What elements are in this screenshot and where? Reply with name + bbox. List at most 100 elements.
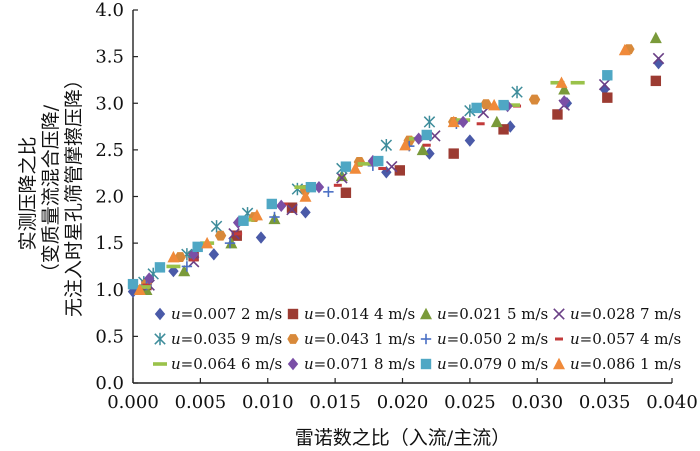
legend-marker xyxy=(287,308,299,320)
data-point xyxy=(286,203,298,216)
data-point xyxy=(498,124,509,135)
data-point xyxy=(558,83,571,95)
series-3 xyxy=(140,31,662,295)
data-point xyxy=(201,236,214,249)
y-axis-label-line: 无注入时星孔筛管摩擦压降） xyxy=(63,70,85,317)
data-point xyxy=(323,186,334,198)
data-point xyxy=(550,80,565,85)
data-point xyxy=(652,52,665,65)
data-point xyxy=(618,43,631,56)
series-7 xyxy=(141,100,513,291)
data-point xyxy=(266,198,277,210)
y-tick-label: 2.0 xyxy=(95,187,124,208)
legend-item: u=0.014 4 m/s xyxy=(287,305,415,323)
data-point xyxy=(457,115,469,129)
series-11 xyxy=(127,70,613,290)
data-point xyxy=(528,94,541,105)
series-8 xyxy=(142,104,522,287)
data-point xyxy=(228,228,240,240)
data-point xyxy=(552,109,563,120)
legend-marker xyxy=(553,357,565,370)
data-point xyxy=(424,147,435,160)
data-point xyxy=(305,181,317,193)
y-tick-label: 1.5 xyxy=(95,233,124,254)
y-tick-label: 4.0 xyxy=(95,0,124,21)
data-point xyxy=(269,211,280,223)
data-point xyxy=(255,231,267,244)
x-tick-label: 0.015 xyxy=(309,392,361,413)
data-point xyxy=(602,70,613,81)
legend-label: u=0.035 9 m/s xyxy=(171,330,282,348)
data-point xyxy=(340,161,352,172)
legend-item: u=0.086 1 m/s xyxy=(553,355,681,373)
data-point xyxy=(234,232,243,236)
data-point xyxy=(127,278,139,290)
data-point xyxy=(421,129,432,141)
data-point xyxy=(385,160,398,173)
legend-marker xyxy=(287,357,299,371)
legend-label: u=0.028 7 m/s xyxy=(570,305,681,323)
x-tick-label: 0.030 xyxy=(511,392,563,413)
data-point xyxy=(133,283,146,295)
legend-marker xyxy=(553,308,565,320)
legend-item: u=0.021 5 m/s xyxy=(420,305,548,323)
data-point xyxy=(471,102,482,114)
legend-marker xyxy=(153,362,167,366)
x-tick-label: 0.005 xyxy=(175,392,227,413)
series-1 xyxy=(127,56,664,298)
data-point xyxy=(313,180,325,194)
data-point xyxy=(357,162,372,166)
data-point xyxy=(378,167,387,171)
data-point xyxy=(299,190,312,202)
data-point xyxy=(464,134,476,147)
data-point xyxy=(294,185,309,189)
ticks: 0.000 0.005 0.010 0.015 0.020 0.025 0.030 0.035… xyxy=(95,0,697,413)
data-point xyxy=(511,85,523,99)
y-tick-label: 0.0 xyxy=(95,373,124,394)
legend-marker xyxy=(154,307,166,321)
data-point xyxy=(349,162,362,174)
x-tick-label: 0.000 xyxy=(107,392,159,413)
data-point xyxy=(286,202,298,213)
legend-item: u=0.071 8 m/s xyxy=(287,355,415,373)
legend-marker xyxy=(555,337,563,341)
data-point xyxy=(559,95,570,108)
series-10 xyxy=(143,95,570,285)
data-point xyxy=(166,264,181,269)
data-point xyxy=(181,261,193,272)
y-tick-label: 1.0 xyxy=(95,280,124,301)
x-tick-label: 0.010 xyxy=(242,392,294,413)
y-axis-label: 实测压降之比 （变质量流混合压降/无注入时星孔筛管摩擦压降） xyxy=(17,70,85,317)
data-point xyxy=(214,230,227,241)
series-12 xyxy=(133,43,631,295)
data-point xyxy=(413,132,424,145)
data-point xyxy=(250,208,263,221)
data-point xyxy=(224,237,236,249)
data-point xyxy=(448,148,459,159)
data-point xyxy=(416,143,429,156)
data-point xyxy=(422,143,431,147)
data-point xyxy=(399,139,412,151)
y-tick-label: 3.0 xyxy=(95,93,124,114)
legend-item: u=0.050 2 m/s xyxy=(420,330,548,348)
x-tick-label: 0.025 xyxy=(444,392,496,413)
series-9 xyxy=(136,80,585,289)
legend-marker xyxy=(287,334,299,344)
data-point xyxy=(570,80,585,85)
legend-marker xyxy=(420,358,432,370)
data-point xyxy=(276,199,287,213)
data-point xyxy=(649,31,662,44)
x-axis-label: 雷诺数之比（入流/主流） xyxy=(295,427,510,449)
data-point xyxy=(394,165,406,176)
x-tick-label: 0.035 xyxy=(579,392,631,413)
y-tick-label: 2.5 xyxy=(95,140,124,161)
data-point xyxy=(498,99,509,111)
data-point xyxy=(336,172,348,184)
data-point xyxy=(210,220,223,233)
data-point xyxy=(380,139,393,152)
series-2 xyxy=(141,75,662,291)
legend-label: u=0.043 1 m/s xyxy=(304,330,415,348)
data-point xyxy=(192,241,203,253)
data-point xyxy=(333,183,342,187)
